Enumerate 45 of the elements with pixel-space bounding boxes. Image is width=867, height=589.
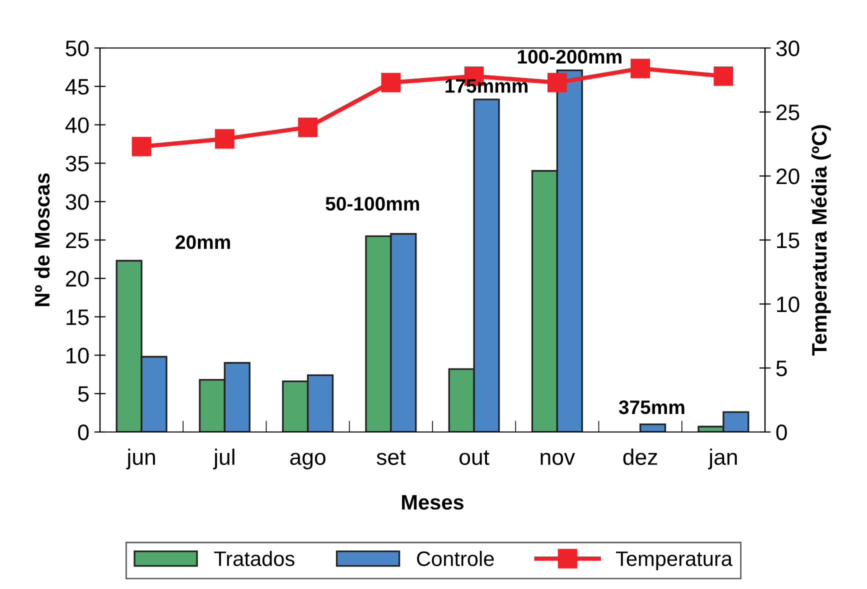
y-tick-label: 35 <box>66 156 89 172</box>
y-tick-label: 0 <box>78 424 89 440</box>
y2-axis-title: Temperatura Média (ºC) <box>811 125 831 356</box>
y2-tick-label: 30 <box>776 40 800 56</box>
x-tick-label: nov <box>540 452 576 465</box>
y-tick-label: 30 <box>66 194 89 210</box>
point <box>630 58 650 78</box>
legend-label: Temperatura <box>616 552 732 570</box>
y2-tick-label: 20 <box>776 168 800 184</box>
y-tick-label: 40 <box>65 117 89 134</box>
point <box>298 118 318 138</box>
legend-label: Tratados <box>214 550 294 566</box>
y-tick-label: 20 <box>66 270 89 287</box>
point <box>214 129 234 149</box>
annotation: 20mm <box>176 235 230 250</box>
y-tick-label: 5 <box>78 386 89 402</box>
bar <box>639 423 666 432</box>
point <box>714 66 734 86</box>
point <box>132 136 152 156</box>
y-tick-label: 45 <box>65 79 89 95</box>
y2-tick-label: 25 <box>776 104 800 120</box>
y-tick-label: 15 <box>66 310 89 326</box>
annotation: 175mmm <box>446 79 528 93</box>
x-tick-label: dez <box>623 448 658 465</box>
y2-tick-label: 10 <box>777 296 800 312</box>
annotation: 50-100mm <box>326 196 420 211</box>
y-tick-label: 50 <box>66 40 89 56</box>
y2-tick-label: 0 <box>776 424 787 440</box>
point <box>547 72 567 92</box>
y-tick-label: 25 <box>66 232 89 248</box>
x-tick-label: jan <box>708 448 737 470</box>
y2-tick-label: 15 <box>777 232 800 248</box>
legend-label: Controle <box>417 550 494 566</box>
y-tick-label: 10 <box>66 348 89 364</box>
y-axis-title: Nº de Moscas <box>34 173 50 306</box>
point <box>381 72 401 92</box>
x-tick-label: set <box>376 450 406 465</box>
x-tick-label: jul <box>213 448 234 470</box>
x-tick-label: jun <box>126 448 155 470</box>
x-axis-title: Meses <box>402 495 464 510</box>
annotation: 375mm <box>618 400 684 414</box>
y2-tick-label: 5 <box>776 360 787 376</box>
x-tick-label: out <box>460 450 490 465</box>
annotation: 100-200mm <box>518 50 622 64</box>
x-tick-label: ago <box>290 452 326 470</box>
